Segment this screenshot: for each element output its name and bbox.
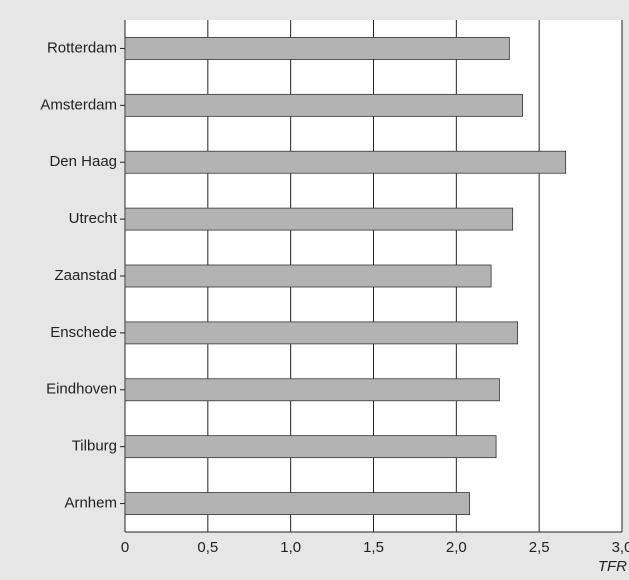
x-tick-label: 2,0 [446,539,467,556]
bar [124,435,497,459]
bar [124,207,514,231]
x-tick-label: 0 [121,539,129,556]
bar [124,150,567,174]
bar [124,321,519,345]
bar [124,264,492,288]
x-tick-label: 1,0 [280,539,301,556]
x-tick-label: 3,0 [612,539,629,556]
y-tick-label: Utrecht [69,210,118,227]
x-tick-label: 0,5 [197,539,218,556]
x-tick-label: 1,5 [363,539,384,556]
y-tick-label: Zaanstad [54,267,117,284]
bar [124,93,524,117]
x-axis-label: TFR [598,558,627,575]
bar [124,378,500,402]
y-tick-label: Rotterdam [47,39,117,56]
bar [124,492,470,515]
bar [124,37,510,60]
y-tick-label: Arnhem [64,495,117,512]
y-tick-label: Den Haag [49,153,117,170]
y-tick-label: Amsterdam [40,96,117,113]
x-tick-label: 2,5 [529,539,550,556]
y-tick-label: Tilburg [72,438,117,455]
y-tick-label: Enschede [50,324,117,341]
y-tick-label: Eindhoven [46,381,117,398]
